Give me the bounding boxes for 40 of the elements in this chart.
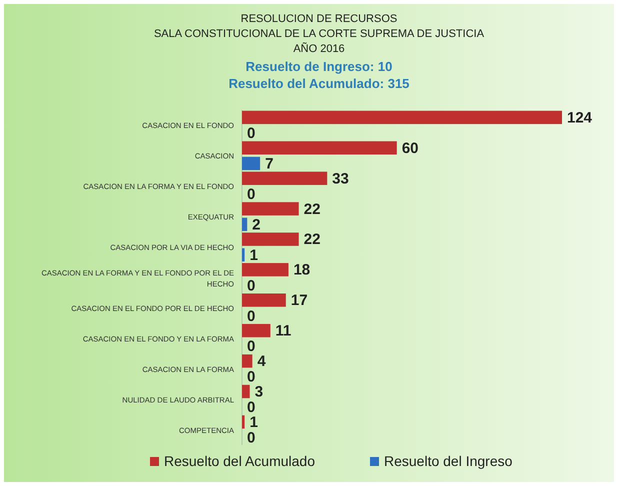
data-label: 0 (247, 308, 256, 325)
bar (242, 354, 252, 368)
data-label: 1 (250, 246, 258, 264)
bar (242, 110, 562, 124)
bar (242, 248, 245, 262)
bar (242, 172, 328, 185)
data-label: 17 (290, 292, 308, 310)
bar (242, 232, 299, 246)
legend-label: Resuelto del Ingreso (384, 453, 513, 469)
bar (242, 324, 270, 338)
data-label: 2 (252, 216, 261, 234)
bar (242, 294, 286, 307)
data-label: 18 (293, 262, 310, 279)
bar (242, 218, 248, 232)
data-label: 11 (275, 322, 292, 340)
bar (242, 263, 288, 276)
data-label: 7 (265, 155, 274, 172)
data-label: 0 (247, 368, 256, 386)
data-label: 1 (250, 414, 258, 431)
data-label: 22 (304, 231, 320, 248)
chart-subtitle: Resuelto de Ingreso: 10 Resuelto del Acumulado: 315 (228, 59, 410, 91)
data-label: 33 (332, 170, 349, 188)
data-label: 0 (247, 399, 256, 416)
data-label: 22 (304, 200, 320, 218)
data-label: 3 (254, 384, 264, 401)
data-label: 0 (247, 277, 256, 294)
data-label: 60 (402, 140, 419, 157)
data-label: 0 (247, 430, 256, 447)
bar (242, 202, 299, 216)
data-label: 124 (567, 109, 593, 126)
legend-label: Resuelto del Acumulado (164, 453, 316, 469)
bar (242, 141, 397, 155)
chart-title: RESOLUCION DE RECURSOS SALA CONSTITUCIONAL DE LA CORTE SUPREMA DE JUSTICIA AÑO 2016 (154, 13, 485, 55)
bar (242, 415, 245, 429)
data-label: 0 (247, 186, 256, 203)
bar (242, 156, 260, 170)
data-label: 0 (247, 338, 256, 356)
data-label: 4 (257, 353, 266, 370)
data-label: 0 (247, 125, 256, 142)
bar (242, 384, 250, 398)
